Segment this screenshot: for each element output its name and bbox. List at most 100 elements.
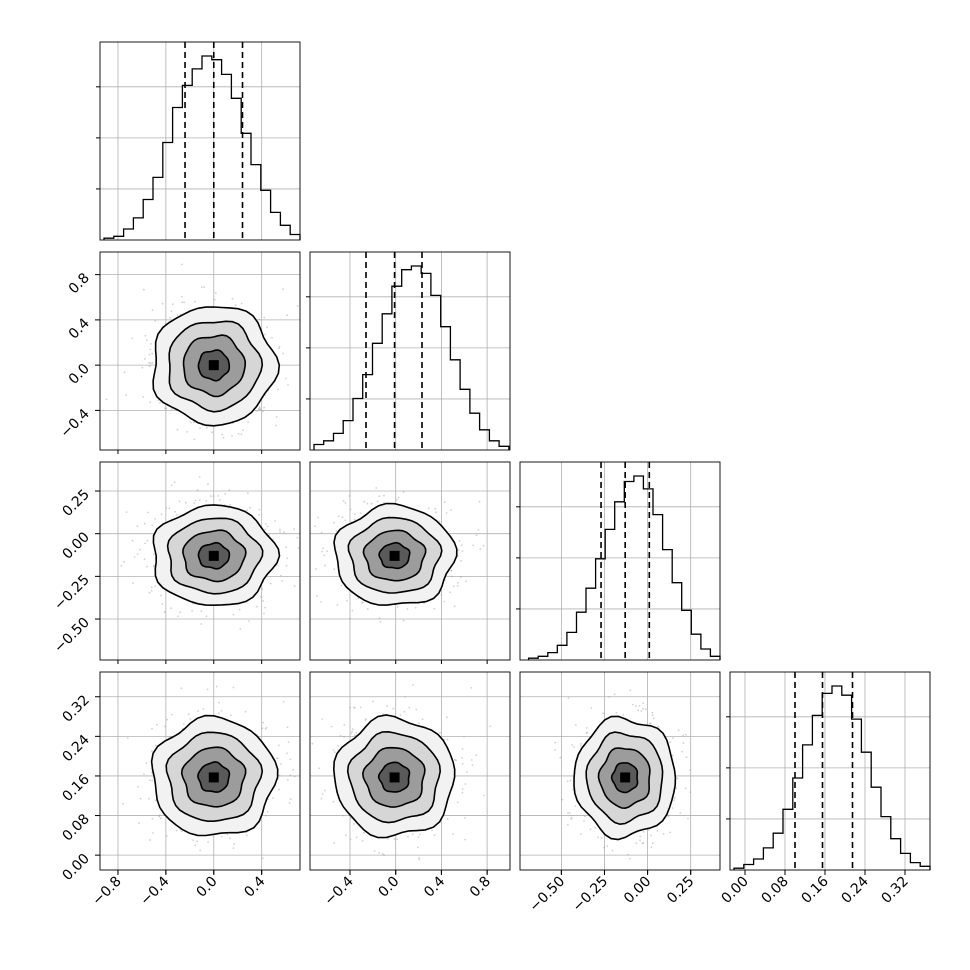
sample-point bbox=[335, 530, 338, 532]
sample-point bbox=[282, 288, 284, 290]
x-tick-label: 0.00 bbox=[718, 874, 751, 907]
sample-point bbox=[673, 799, 676, 801]
sample-point bbox=[263, 406, 266, 409]
sample-point bbox=[153, 564, 155, 567]
sample-point bbox=[148, 361, 150, 364]
sample-point bbox=[257, 408, 260, 411]
sample-point bbox=[153, 565, 155, 568]
sample-point bbox=[247, 421, 250, 423]
sample-point bbox=[482, 544, 485, 547]
y-tick-label: 0.8 bbox=[66, 270, 93, 297]
contour-line bbox=[197, 761, 231, 793]
panel-frame bbox=[99, 671, 301, 871]
sample-point bbox=[323, 554, 326, 557]
sample-point bbox=[489, 725, 492, 728]
sample-point bbox=[408, 706, 411, 709]
sample-point bbox=[285, 546, 287, 549]
sample-point bbox=[417, 846, 419, 849]
sample-point bbox=[626, 853, 629, 856]
sample-point bbox=[148, 797, 150, 800]
sample-point bbox=[199, 427, 202, 429]
sample-point bbox=[175, 513, 178, 516]
sample-point bbox=[282, 352, 284, 355]
sample-point bbox=[649, 722, 652, 725]
sample-point bbox=[285, 377, 287, 380]
sample-point bbox=[472, 544, 475, 547]
sample-point bbox=[407, 835, 409, 838]
sample-point bbox=[406, 608, 409, 610]
sample-point bbox=[249, 506, 251, 509]
sample-point bbox=[483, 794, 485, 797]
sample-point bbox=[151, 727, 153, 730]
sample-point bbox=[279, 531, 281, 533]
panel-frame bbox=[309, 671, 511, 871]
sample-point bbox=[264, 727, 267, 730]
sample-point bbox=[151, 362, 154, 364]
sample-point bbox=[230, 714, 232, 717]
sample-point bbox=[395, 498, 398, 501]
sample-point bbox=[297, 547, 300, 549]
sample-point bbox=[207, 841, 210, 843]
y-tick-label: −0.25 bbox=[51, 572, 93, 614]
sample-point bbox=[145, 762, 148, 764]
sample-point bbox=[337, 745, 340, 747]
sample-point bbox=[271, 336, 273, 339]
peak-marker bbox=[389, 550, 400, 561]
panel-frame bbox=[99, 251, 301, 451]
sample-point bbox=[631, 703, 634, 706]
sample-point bbox=[145, 339, 148, 341]
sample-point bbox=[209, 495, 212, 498]
sample-point bbox=[603, 846, 605, 849]
peak-marker bbox=[208, 550, 219, 561]
sample-point bbox=[412, 684, 414, 686]
y-tick-label: 0.00 bbox=[59, 851, 92, 884]
sample-point bbox=[281, 580, 284, 582]
sample-point bbox=[218, 499, 221, 501]
sample-point bbox=[349, 706, 351, 709]
contour-line bbox=[573, 715, 677, 841]
sample-point bbox=[151, 352, 154, 355]
scatter-panel-2-3 bbox=[554, 689, 692, 860]
sample-point bbox=[471, 764, 474, 766]
sample-point bbox=[160, 594, 162, 597]
sample-point bbox=[629, 689, 632, 692]
sample-point bbox=[191, 602, 194, 605]
sample-point bbox=[353, 518, 356, 521]
sample-point bbox=[378, 495, 381, 498]
sample-point bbox=[569, 779, 572, 782]
sample-point bbox=[341, 516, 344, 519]
sample-point bbox=[671, 807, 674, 809]
sample-point bbox=[196, 840, 199, 843]
sample-point bbox=[684, 733, 687, 736]
sample-point bbox=[418, 857, 420, 859]
sample-point bbox=[285, 564, 288, 567]
sample-point bbox=[161, 603, 164, 605]
sample-point bbox=[286, 752, 288, 755]
sample-point bbox=[211, 431, 213, 434]
sample-point bbox=[232, 613, 235, 616]
sample-point bbox=[221, 433, 224, 436]
sample-point bbox=[171, 303, 174, 306]
sample-point bbox=[324, 789, 326, 792]
sample-point bbox=[450, 569, 453, 572]
sample-point bbox=[449, 509, 452, 511]
sample-point bbox=[399, 714, 402, 716]
sample-point bbox=[351, 728, 354, 730]
sample-point bbox=[205, 500, 208, 502]
sample-point bbox=[344, 502, 347, 504]
sample-point bbox=[205, 615, 208, 618]
sample-point bbox=[318, 767, 321, 770]
sample-point bbox=[637, 709, 640, 712]
sample-point bbox=[362, 601, 364, 603]
scatter-panel-0-2 bbox=[120, 476, 300, 630]
sample-point bbox=[276, 757, 279, 760]
sample-point bbox=[613, 693, 616, 696]
sample-point bbox=[264, 814, 267, 817]
sample-point bbox=[343, 724, 346, 726]
sample-point bbox=[363, 500, 366, 503]
sample-point bbox=[446, 716, 448, 719]
sample-point bbox=[349, 838, 352, 841]
sample-point bbox=[146, 539, 149, 542]
sample-point bbox=[353, 823, 355, 825]
